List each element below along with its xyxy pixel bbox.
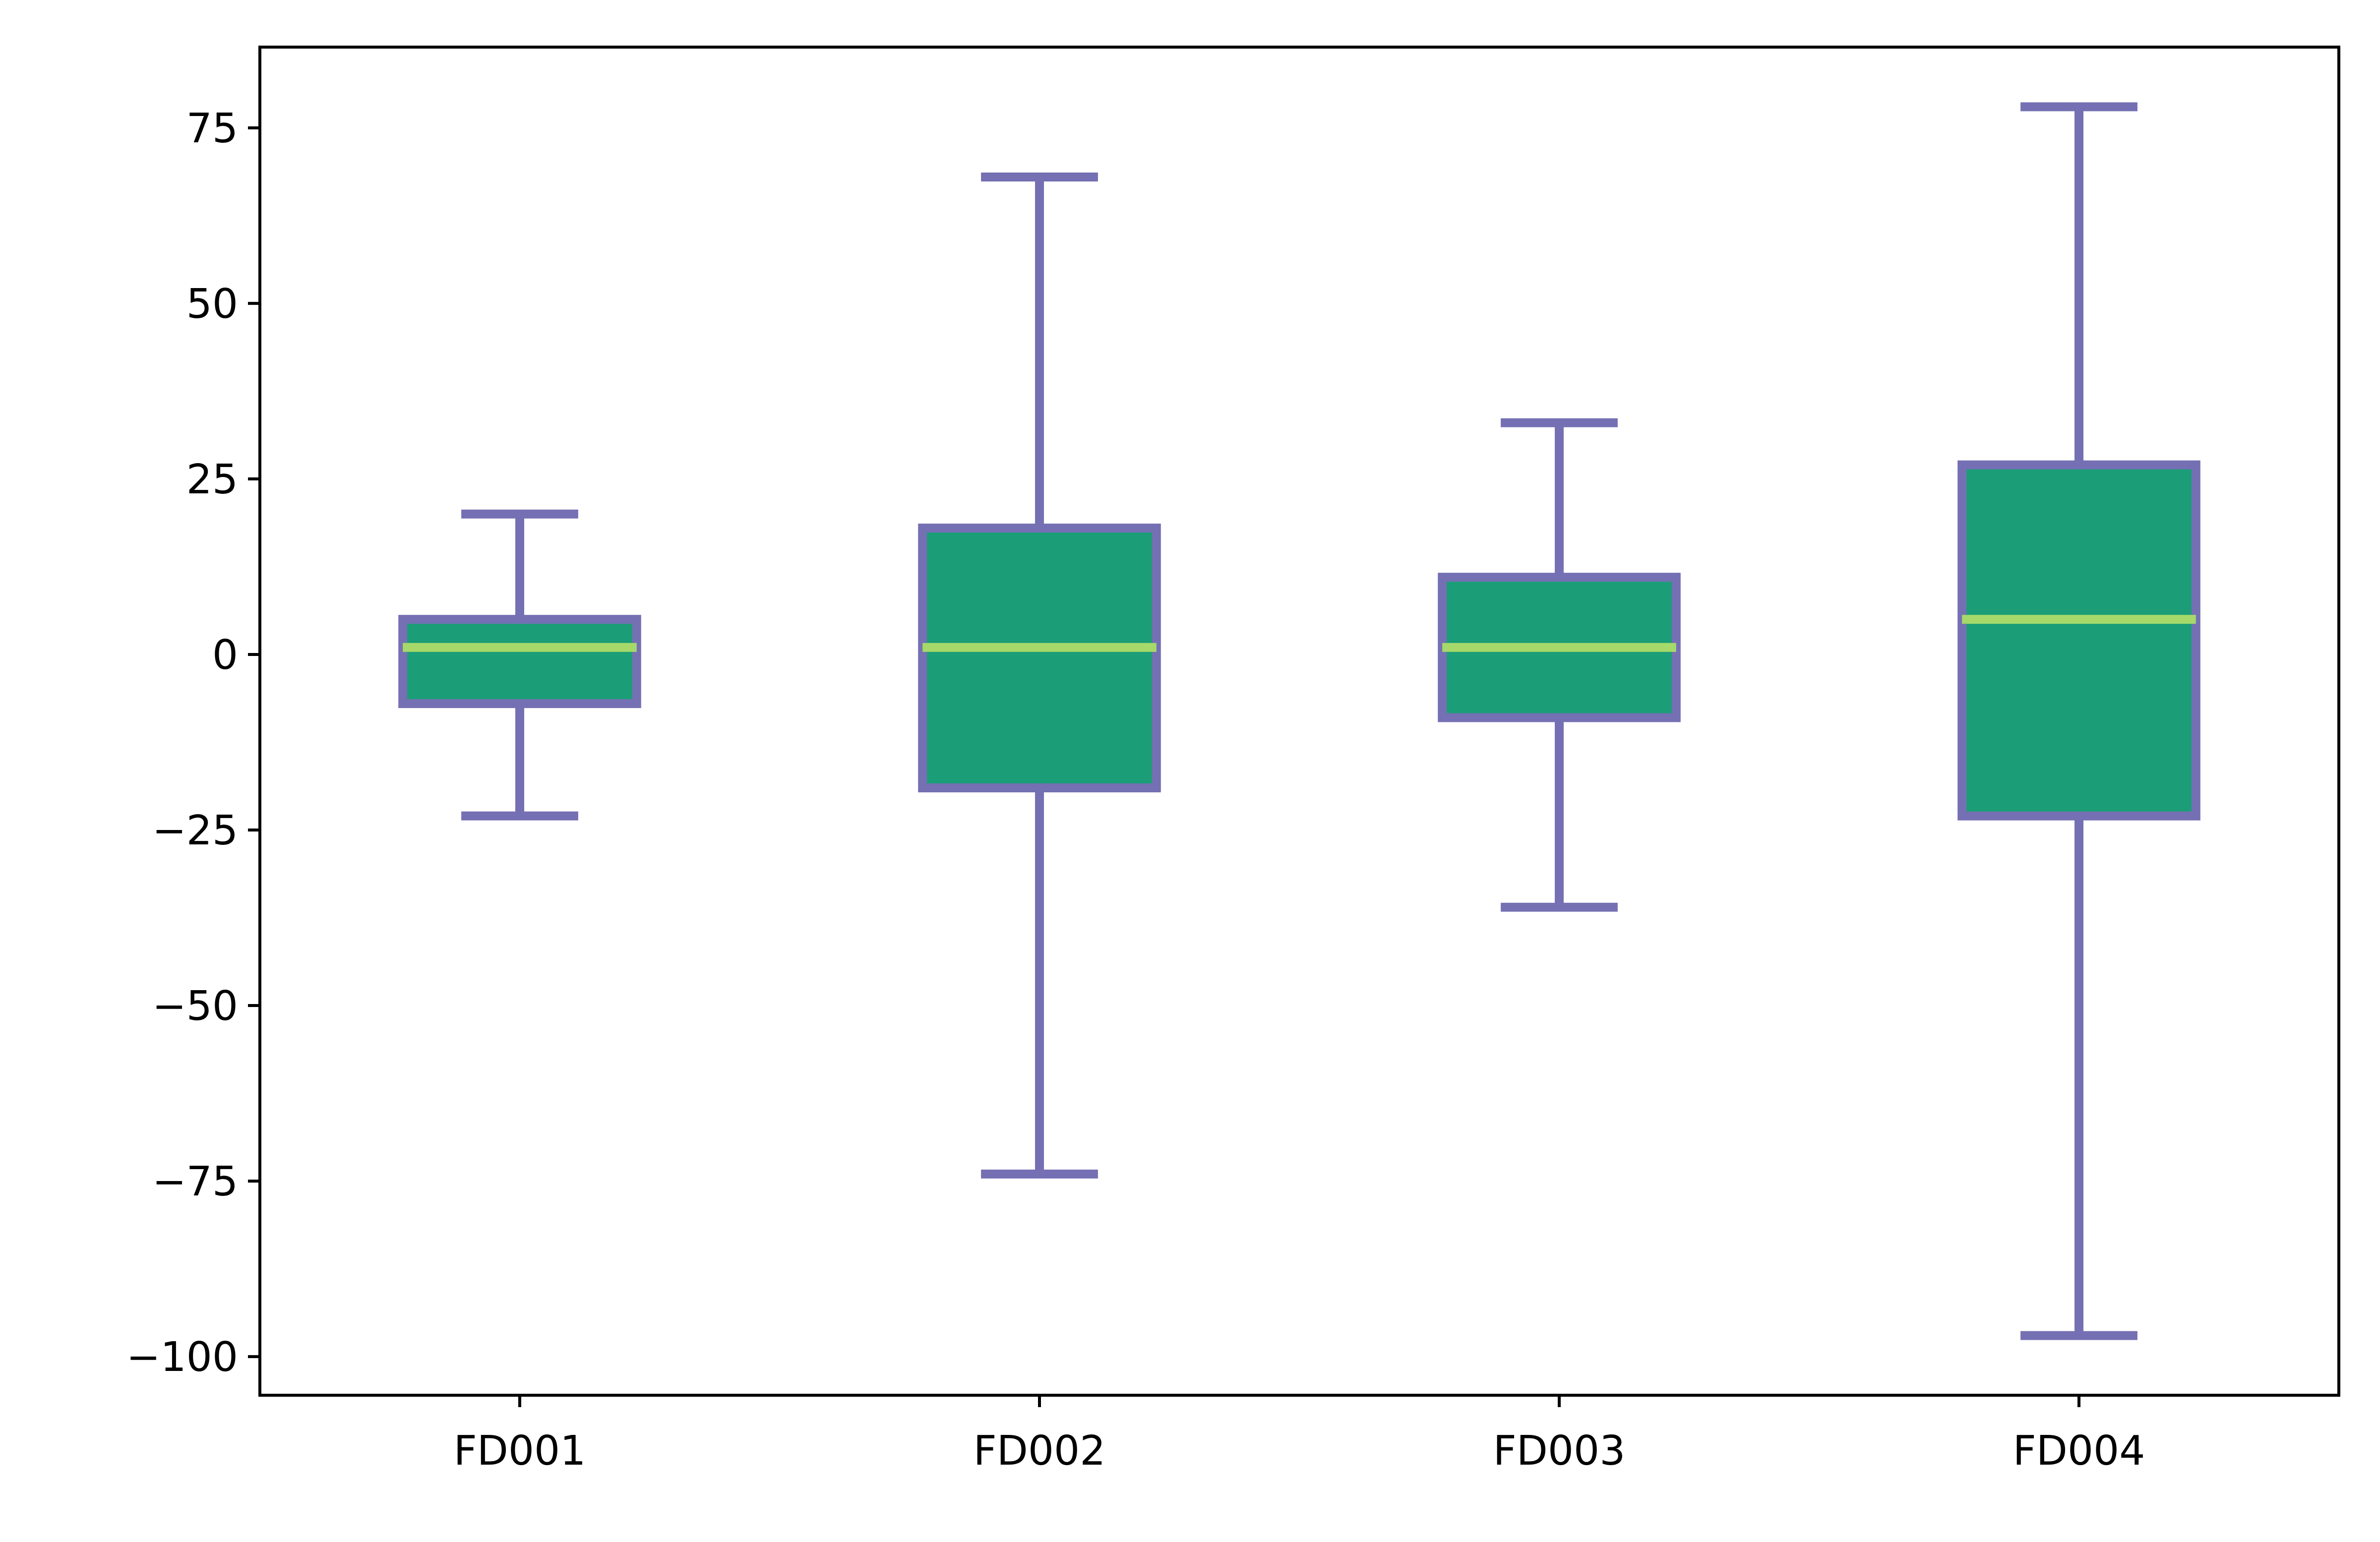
axes-frame — [258, 46, 2340, 1397]
box-group-fd003 — [1438, 418, 1681, 912]
y-tick-label: −75 — [152, 1158, 238, 1205]
box-group-fd002 — [918, 172, 1161, 1179]
y-tick-label: 0 — [212, 632, 238, 679]
axis-ticks: FD001 FD002 FD003 FD004 75 50 25 0 −25 −50 −75 −100 — [126, 105, 2145, 1475]
iqr-box — [1957, 460, 2200, 821]
x-tick-label: FD004 — [2013, 1427, 2145, 1475]
x-tick-label: FD002 — [974, 1427, 1106, 1475]
y-tick-label: 50 — [186, 281, 238, 328]
plot-area — [398, 102, 2200, 1340]
y-tick-label: 75 — [186, 105, 238, 152]
iqr-box — [918, 524, 1161, 793]
y-tick-label: 25 — [186, 456, 238, 503]
y-tick-label: −100 — [126, 1334, 238, 1381]
x-tick-label: FD001 — [454, 1427, 586, 1475]
iqr-box — [398, 615, 641, 709]
y-tick-label: −50 — [152, 983, 238, 1030]
y-tick-label: −25 — [152, 807, 238, 854]
box-group-fd004 — [1957, 102, 2200, 1340]
x-tick-label: FD003 — [1493, 1427, 1626, 1475]
box-group-fd001 — [398, 509, 641, 821]
